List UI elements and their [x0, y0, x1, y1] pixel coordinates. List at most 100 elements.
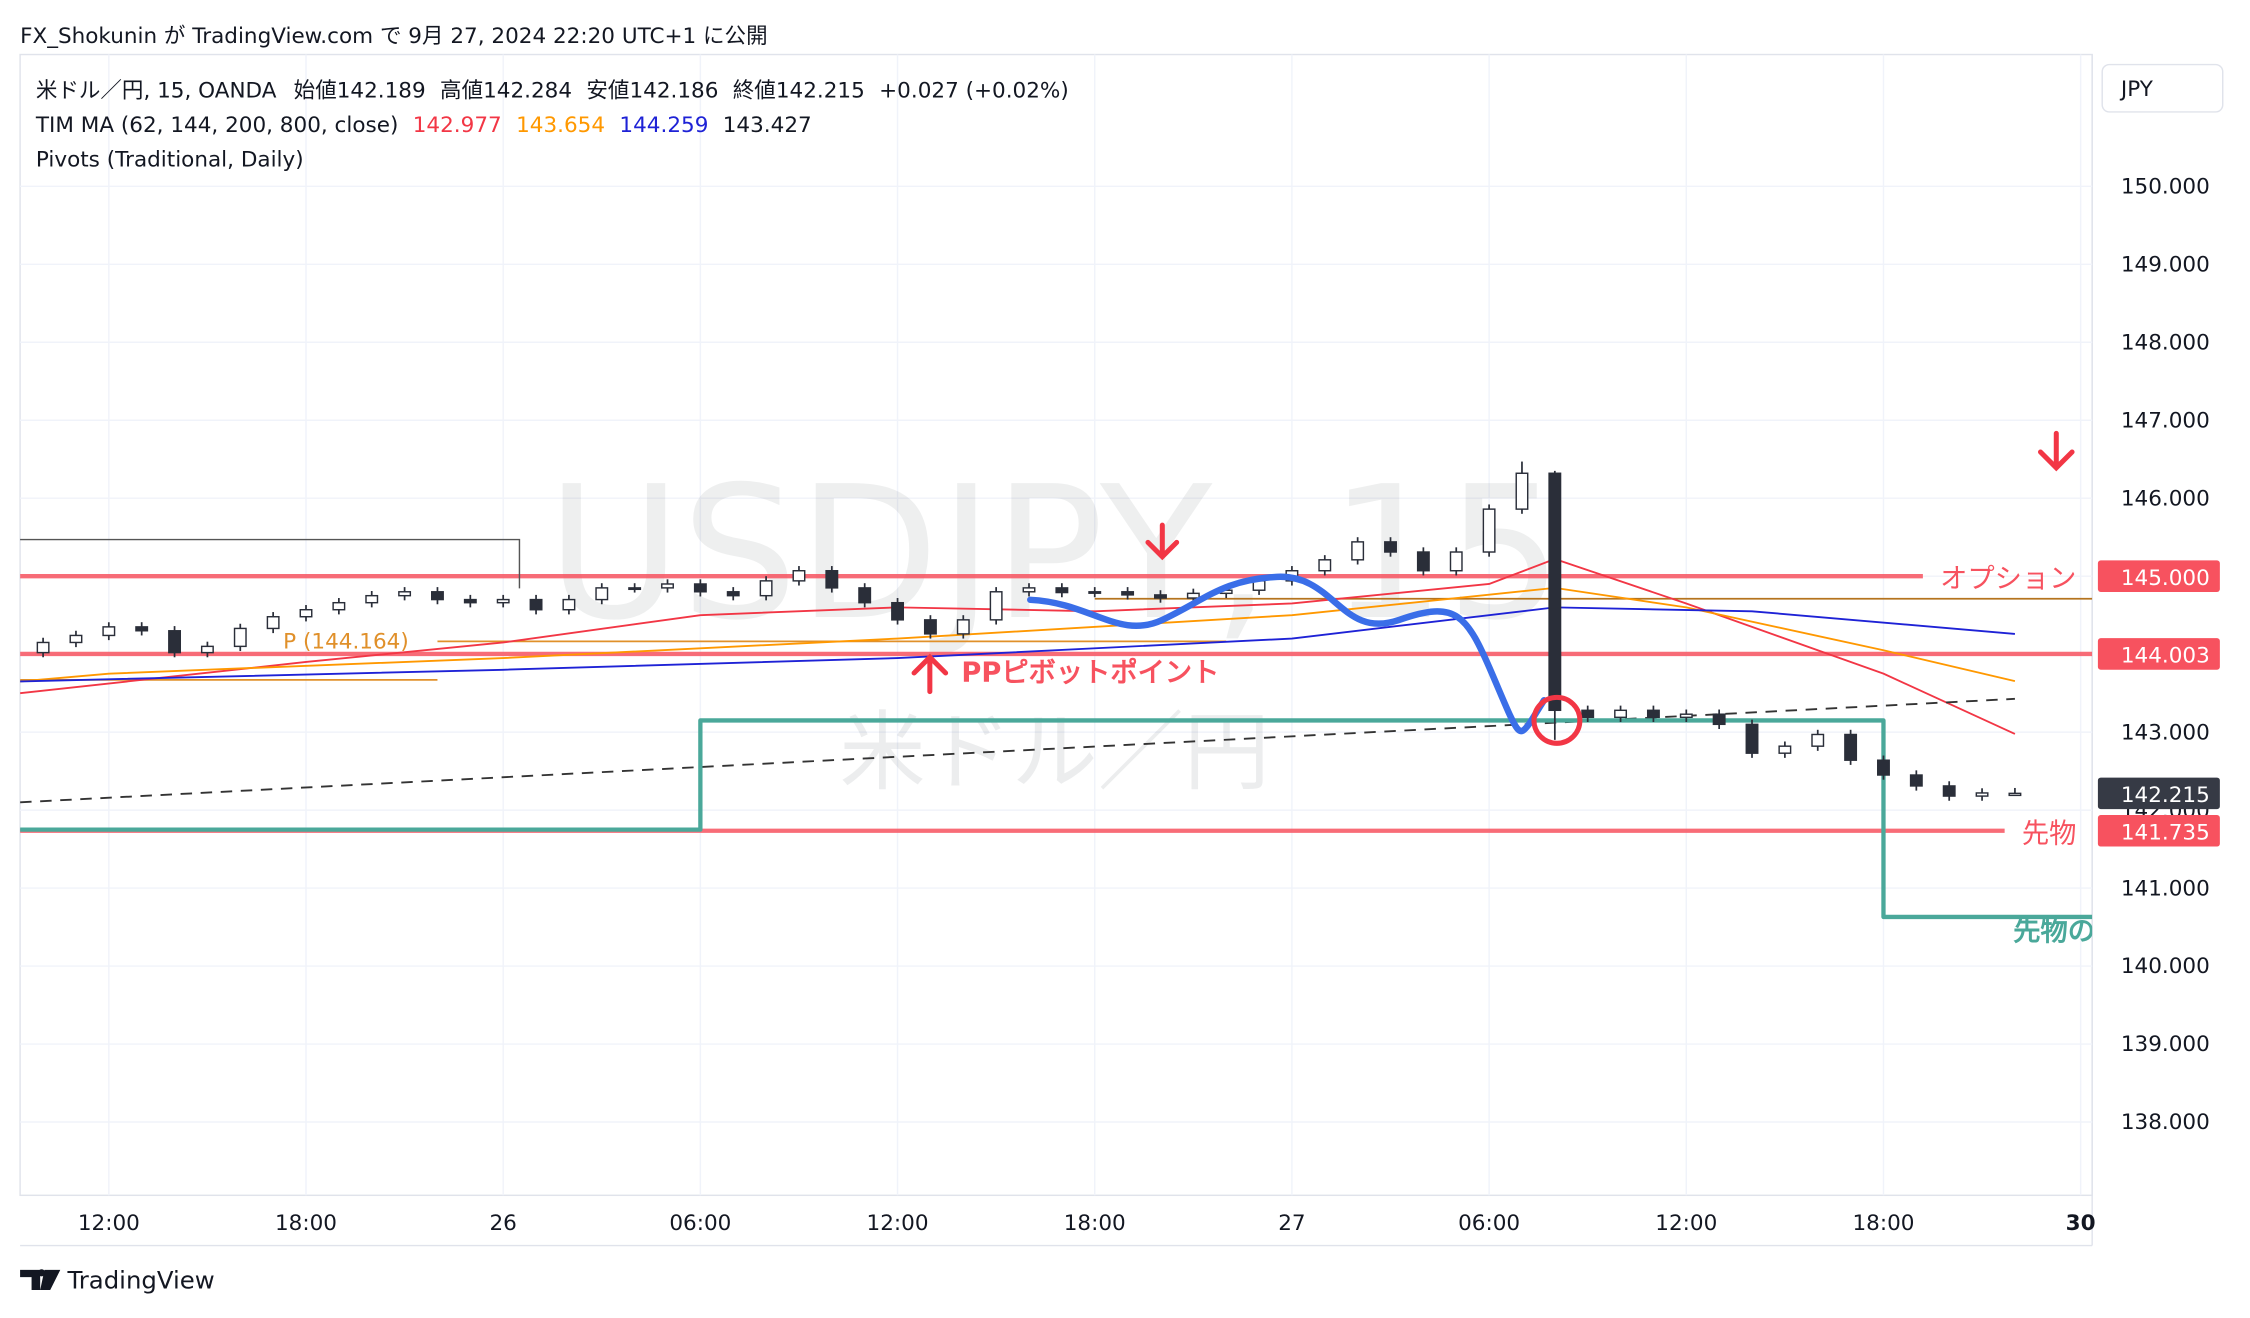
x-tick-label: 12:00	[78, 1211, 140, 1236]
arrow-up	[911, 653, 949, 695]
x-tick-label: 12:00	[1655, 1211, 1717, 1236]
candle-body	[1844, 733, 1858, 761]
indicator-value: 142.977	[413, 113, 502, 138]
ohlc: 終値142.215	[733, 79, 865, 104]
ohlc: 始値142.189	[294, 79, 426, 104]
y-tick-label: 141.000	[2121, 876, 2210, 901]
legend-pivots: Pivots (Traditional, Daily)	[36, 147, 304, 172]
candle-body	[1154, 594, 1167, 599]
ohlc: 安値142.186	[586, 79, 718, 104]
arrows	[911, 430, 2075, 695]
indicator-line	[20, 606, 2016, 683]
y-tick-label: 147.000	[2121, 408, 2210, 433]
indicator-value: 144.259	[619, 113, 708, 138]
level-note: 先物	[2022, 818, 2077, 849]
change: +0.027 (+0.02%)	[879, 79, 1069, 104]
candle-body	[923, 619, 937, 635]
candle-body	[496, 598, 510, 604]
candle-body	[792, 570, 806, 582]
candle-body	[825, 570, 839, 589]
x-tick-label: 27	[1278, 1211, 1305, 1236]
indicator-value: 143.427	[723, 113, 812, 138]
currency-button[interactable]	[2101, 63, 2224, 113]
candle-body	[135, 626, 149, 632]
candle-body	[529, 598, 543, 611]
logo-dot	[38, 1269, 46, 1277]
price-tag	[2097, 560, 2220, 592]
candle-body	[1088, 591, 1102, 594]
candle-body	[1416, 551, 1430, 572]
candle-body	[1877, 759, 1890, 776]
candle-body	[1975, 792, 1989, 797]
candle-body	[1712, 713, 1726, 726]
candle-body	[1482, 508, 1496, 553]
x-tick-label: 06:00	[1458, 1211, 1520, 1236]
y-tick-label: 146.000	[2121, 486, 2210, 511]
candle-body	[200, 645, 214, 654]
x-tick-label: 26	[489, 1211, 516, 1236]
candle-body	[1614, 709, 1628, 719]
candle-body	[233, 627, 247, 648]
watermark-sub: 米ドル／円	[839, 703, 1269, 803]
candle-body	[431, 591, 444, 601]
indicator-line	[20, 586, 2016, 683]
plot: P (144.164)	[20, 461, 2093, 920]
brand-logo	[20, 1269, 61, 1291]
candle-body	[2008, 792, 2022, 797]
x-tick-label: 12:00	[867, 1211, 929, 1236]
legend-main: 米ドル／円, 15, OANDA 始値142.189 高値142.284 安値142.…	[36, 79, 1069, 104]
symbol: 米ドル／円, 15, OANDA	[36, 79, 277, 104]
candle-body	[1515, 472, 1529, 510]
hand-drawn-curve	[1027, 573, 1548, 735]
candle-body	[1318, 559, 1332, 572]
y-tick-label: 148.000	[2121, 330, 2210, 355]
currency-label[interactable]: JPY	[2119, 77, 2154, 102]
pivot-label: P (144.164)	[283, 630, 409, 655]
candle-body	[759, 580, 773, 597]
candle-body	[1449, 551, 1463, 572]
candle-body	[1581, 709, 1595, 719]
candle-body	[1909, 774, 1923, 787]
indicator-line	[20, 718, 2093, 920]
candle-body	[726, 591, 740, 597]
candle-body	[1121, 591, 1135, 596]
candle-body	[1942, 785, 1956, 797]
candle-body	[1679, 713, 1693, 719]
candle-body	[562, 598, 576, 611]
candle-body	[989, 591, 1003, 621]
logo-mark	[20, 1269, 61, 1291]
candle-body	[1022, 587, 1036, 593]
drawings: PPピボットポイント 先物の	[20, 430, 2095, 947]
x-tick-label: 18:00	[275, 1211, 337, 1236]
candle-body	[299, 608, 313, 618]
y-tick-label: 139.000	[2121, 1032, 2210, 1057]
candle-body	[398, 591, 412, 597]
legend-indicator: TIM MA (62, 144, 200, 800, close) 142.977…	[35, 113, 812, 138]
candle-body	[628, 587, 642, 591]
candle-body	[956, 619, 970, 635]
candle-body	[1384, 541, 1397, 553]
highlight-circle	[1531, 694, 1583, 746]
candle-body	[661, 583, 674, 589]
level-note: オプション	[1940, 564, 2076, 595]
y-tick-label: 138.000	[2121, 1110, 2210, 1135]
candle-body	[1186, 592, 1200, 599]
candle-body	[1778, 745, 1792, 754]
clipped-annotation: 先物の	[2013, 916, 2095, 947]
candle-body	[365, 594, 379, 604]
candle-body	[463, 598, 477, 604]
annotation: PPピボットポイント	[961, 658, 1219, 689]
x-tick-label: 18:00	[1064, 1211, 1126, 1236]
last-price-tag	[2097, 777, 2220, 810]
candle-body	[69, 634, 83, 644]
annotation: 先物の	[2013, 916, 2095, 947]
y-tick-label: 143.000	[2121, 720, 2210, 745]
y-tick-label: 149.000	[2121, 252, 2210, 277]
candle-body	[1351, 541, 1365, 561]
publish-line: FX_Shokunin が TradingView.com で 9月 27, 2…	[20, 24, 768, 49]
y-tick-label: 150.000	[2121, 174, 2210, 199]
candle-body	[168, 630, 182, 654]
candle-body	[36, 641, 50, 654]
candle-body	[891, 601, 905, 621]
